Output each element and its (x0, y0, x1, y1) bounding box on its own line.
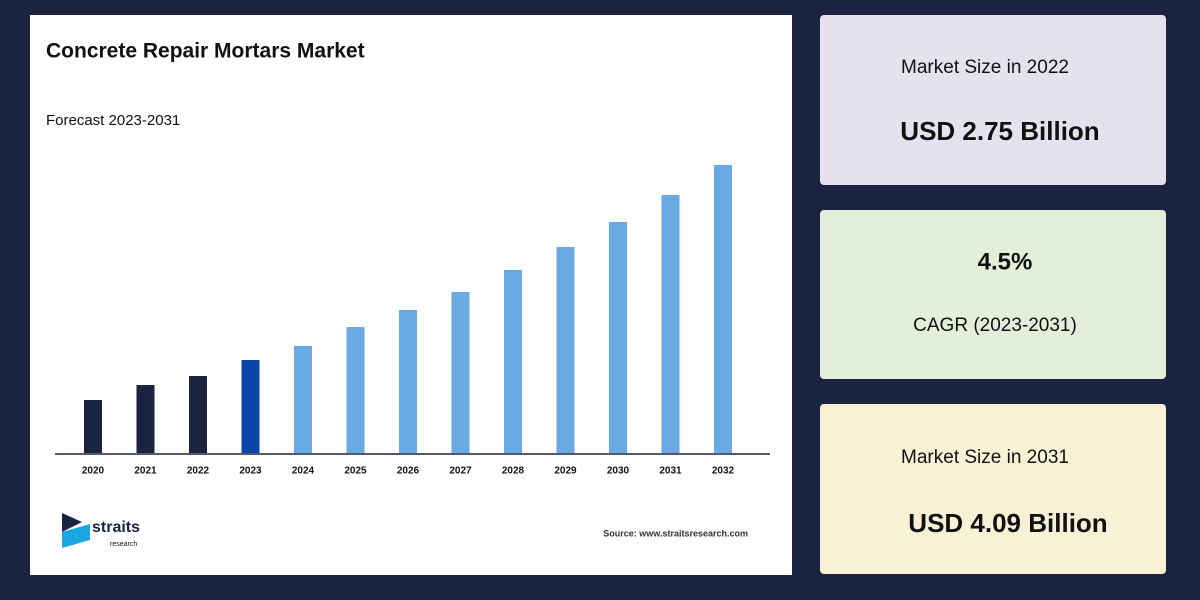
x-tick-label: 2023 (239, 466, 262, 477)
card-value: USD 4.09 Billion (908, 508, 1107, 538)
x-tick-label: 2027 (449, 466, 472, 477)
bar (84, 400, 102, 453)
card-label: CAGR (2023-2031) (913, 315, 1077, 336)
card (820, 210, 1166, 379)
bar (399, 310, 417, 453)
bar (556, 247, 575, 453)
bar (241, 360, 260, 453)
source: Source: www.straitsresearch.com (603, 528, 748, 538)
bar (189, 376, 207, 453)
x-tick-label: 2021 (134, 466, 157, 477)
card-value: USD 2.75 Billion (900, 116, 1099, 146)
card (820, 404, 1166, 574)
x-tick-label: 2026 (397, 466, 420, 477)
bar (346, 327, 365, 453)
logo-name: straits (92, 519, 140, 536)
chart-title: Concrete Repair Mortars Market (46, 40, 365, 63)
x-tick-label: 2020 (82, 466, 105, 477)
logo-mark-bottom (62, 524, 90, 548)
card-label: Market Size in 2022 (901, 57, 1069, 78)
x-tick-label: 2029 (554, 466, 577, 477)
card (820, 15, 1166, 185)
x-tick-label: 2032 (712, 466, 735, 477)
logo-sub: research (110, 541, 137, 548)
x-tick-label: 2028 (502, 466, 525, 477)
card-label: Market Size in 2031 (901, 447, 1069, 468)
x-tick-label: 2031 (659, 466, 682, 477)
bar (451, 292, 470, 453)
x-tick-label: 2022 (187, 466, 210, 477)
bar (294, 346, 312, 453)
bar (714, 165, 732, 453)
bar (136, 385, 155, 453)
logo-mark-top (62, 513, 82, 532)
bar (609, 222, 627, 453)
x-tick-label: 2025 (344, 466, 367, 477)
x-tick-label: 2024 (292, 466, 315, 477)
chart-subtitle: Forecast 2023-2031 (46, 112, 180, 129)
bar (504, 270, 522, 453)
bar (661, 195, 680, 453)
card-value: 4.5% (978, 248, 1033, 275)
x-tick-label: 2030 (607, 466, 630, 477)
